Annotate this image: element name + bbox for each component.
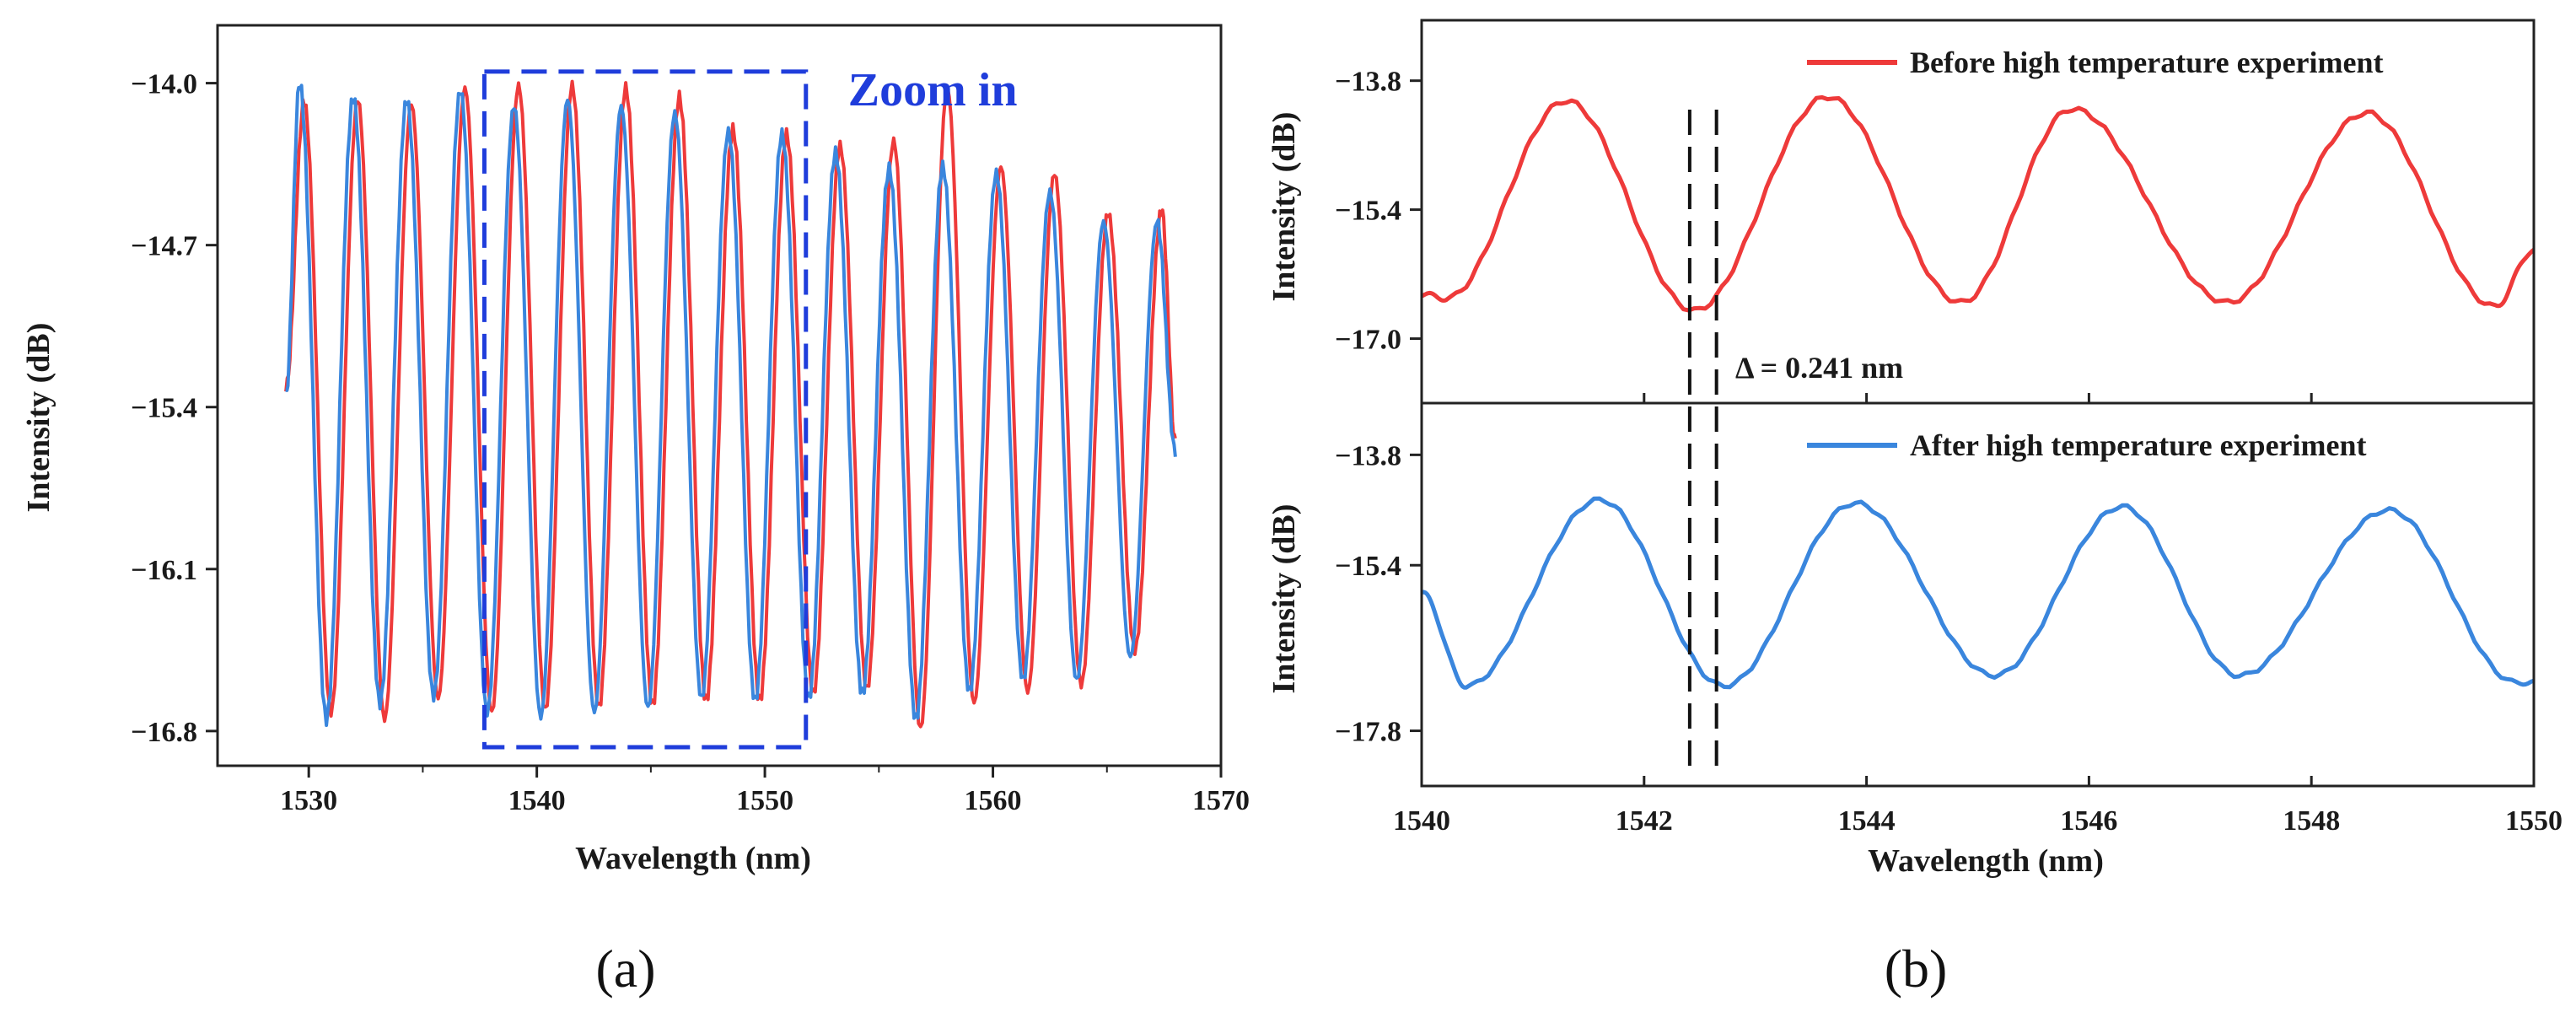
panel-b-ytick-label: −17.0 — [1335, 325, 1401, 356]
panel-a-ylabel: Intensity (dB) — [21, 323, 56, 513]
panel-a-xtick-label: 1530 — [280, 785, 337, 816]
panel-b-xtick-label: 1544 — [1838, 805, 1896, 837]
panel-b-series-line-before — [1420, 94, 2536, 313]
panel-b-xlabel: Wavelength (nm) — [1868, 843, 2104, 879]
panel-a-ytick-label: −14.7 — [131, 231, 197, 262]
panel-a-ytick-label: −15.4 — [131, 393, 197, 424]
panel-a-series-line-after — [285, 83, 1177, 727]
panel-a-ytick-label: −16.1 — [131, 555, 197, 586]
panel-a-xtick-label: 1540 — [508, 785, 566, 816]
panel-a-ytick-label: −16.8 — [131, 717, 197, 748]
legend-label-before: Before high temperature experiment — [1910, 46, 2384, 79]
panel-a-ytick-label: −14.0 — [131, 69, 197, 100]
zoom-in-label: Zoom in — [848, 64, 1018, 116]
panel-a-chart: Zoom in 1530 1540 1550 1560 1570 −14.0 −14.7 −1… — [21, 24, 1250, 999]
panel-b-xtick-label: 1542 — [1616, 805, 1673, 837]
panel-b-label: (b) — [1885, 939, 1948, 999]
panel-a-xtick-label: 1570 — [1192, 785, 1250, 816]
zoom-box — [481, 69, 809, 750]
panel-b-xtick-label: 1548 — [2283, 805, 2340, 837]
delta-annotation: Δ = 0.241 nm — [1735, 351, 1903, 385]
panel-b-ytick-label: −15.4 — [1335, 551, 1401, 582]
panel-b-ytick-label: −17.8 — [1335, 717, 1401, 748]
panel-a-xlabel: Wavelength (nm) — [575, 841, 811, 876]
panel-b-top-ylabel: Intensity (dB) — [1266, 112, 1302, 302]
panel-b-xtick-label: 1546 — [2060, 805, 2117, 837]
panel-b-bottom-ylabel: Intensity (dB) — [1266, 504, 1302, 694]
panel-b-ytick-label: −13.8 — [1335, 440, 1401, 471]
legend-label-after: After high temperature experiment — [1910, 428, 2367, 462]
panel-a-series-line-before — [284, 79, 1177, 729]
panel-b-chart: −13.8 −15.4 −17.0 −13.8 −15.4 −17.8 1540 1542 15… — [1266, 19, 2563, 999]
panel-a-plot-frame — [216, 24, 1223, 767]
panel-b-xtick-label: 1540 — [1393, 805, 1450, 837]
panel-a-xtick-label: 1560 — [965, 785, 1022, 816]
panel-b-ytick-label: −15.4 — [1335, 196, 1401, 227]
panel-a-xtick-label: 1550 — [736, 785, 793, 816]
panel-b-xtick-label: 1550 — [2505, 805, 2563, 837]
panel-b-ytick-label: −13.8 — [1335, 67, 1401, 98]
panel-a-label: (a) — [595, 939, 655, 999]
panel-b-series-line-after — [1421, 496, 2536, 690]
